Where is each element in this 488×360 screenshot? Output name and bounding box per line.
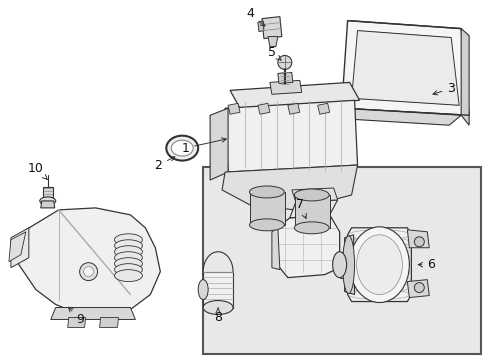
Polygon shape xyxy=(210,108,227,180)
Ellipse shape xyxy=(114,234,142,246)
Polygon shape xyxy=(294,195,329,228)
Polygon shape xyxy=(269,80,301,94)
Polygon shape xyxy=(229,82,359,108)
Polygon shape xyxy=(277,72,292,84)
Polygon shape xyxy=(344,235,354,294)
Polygon shape xyxy=(339,252,351,278)
Circle shape xyxy=(83,267,93,276)
Text: 3: 3 xyxy=(432,82,454,95)
Text: 4: 4 xyxy=(245,7,264,26)
Polygon shape xyxy=(267,37,277,46)
Circle shape xyxy=(413,237,424,247)
Ellipse shape xyxy=(166,136,198,161)
Ellipse shape xyxy=(342,236,354,293)
Polygon shape xyxy=(224,100,357,172)
Polygon shape xyxy=(100,318,118,328)
Text: 6: 6 xyxy=(417,258,434,271)
Ellipse shape xyxy=(203,301,233,315)
Ellipse shape xyxy=(332,252,346,278)
Ellipse shape xyxy=(356,235,402,294)
Polygon shape xyxy=(291,188,337,202)
Polygon shape xyxy=(347,228,410,302)
Ellipse shape xyxy=(294,222,328,234)
Polygon shape xyxy=(262,17,281,39)
Text: 8: 8 xyxy=(214,308,222,324)
Ellipse shape xyxy=(114,264,142,276)
Text: 7: 7 xyxy=(295,198,305,219)
Polygon shape xyxy=(67,318,85,328)
Ellipse shape xyxy=(114,246,142,258)
Text: 2: 2 xyxy=(154,157,174,172)
Polygon shape xyxy=(11,228,29,268)
Polygon shape xyxy=(16,208,160,318)
Polygon shape xyxy=(341,21,468,115)
Ellipse shape xyxy=(114,240,142,252)
Polygon shape xyxy=(289,200,337,218)
Ellipse shape xyxy=(203,252,233,292)
Circle shape xyxy=(413,283,424,293)
Ellipse shape xyxy=(249,219,284,231)
Circle shape xyxy=(80,263,98,280)
Polygon shape xyxy=(317,103,329,114)
Ellipse shape xyxy=(40,197,56,205)
Polygon shape xyxy=(351,31,458,105)
Ellipse shape xyxy=(349,227,408,302)
Polygon shape xyxy=(227,103,240,114)
Polygon shape xyxy=(334,108,460,125)
Polygon shape xyxy=(407,280,428,298)
Ellipse shape xyxy=(198,280,208,300)
Polygon shape xyxy=(203,272,233,307)
Text: 5: 5 xyxy=(267,46,281,60)
Polygon shape xyxy=(274,215,339,278)
Polygon shape xyxy=(258,103,269,114)
Polygon shape xyxy=(460,28,468,125)
Polygon shape xyxy=(407,230,428,248)
Text: 9: 9 xyxy=(68,307,84,326)
Polygon shape xyxy=(42,187,53,197)
Ellipse shape xyxy=(114,270,142,282)
Text: 10: 10 xyxy=(28,162,47,179)
Polygon shape xyxy=(9,232,26,262)
Polygon shape xyxy=(271,228,279,270)
Polygon shape xyxy=(222,165,357,210)
Ellipse shape xyxy=(249,186,284,198)
Circle shape xyxy=(277,55,291,69)
Polygon shape xyxy=(41,201,55,208)
Polygon shape xyxy=(258,21,264,32)
Ellipse shape xyxy=(171,140,193,156)
Ellipse shape xyxy=(114,252,142,264)
Polygon shape xyxy=(249,192,285,225)
Ellipse shape xyxy=(114,258,142,270)
Polygon shape xyxy=(287,103,299,114)
Text: 1: 1 xyxy=(181,138,226,155)
Polygon shape xyxy=(51,307,135,319)
Ellipse shape xyxy=(294,189,328,201)
Bar xyxy=(203,167,480,354)
